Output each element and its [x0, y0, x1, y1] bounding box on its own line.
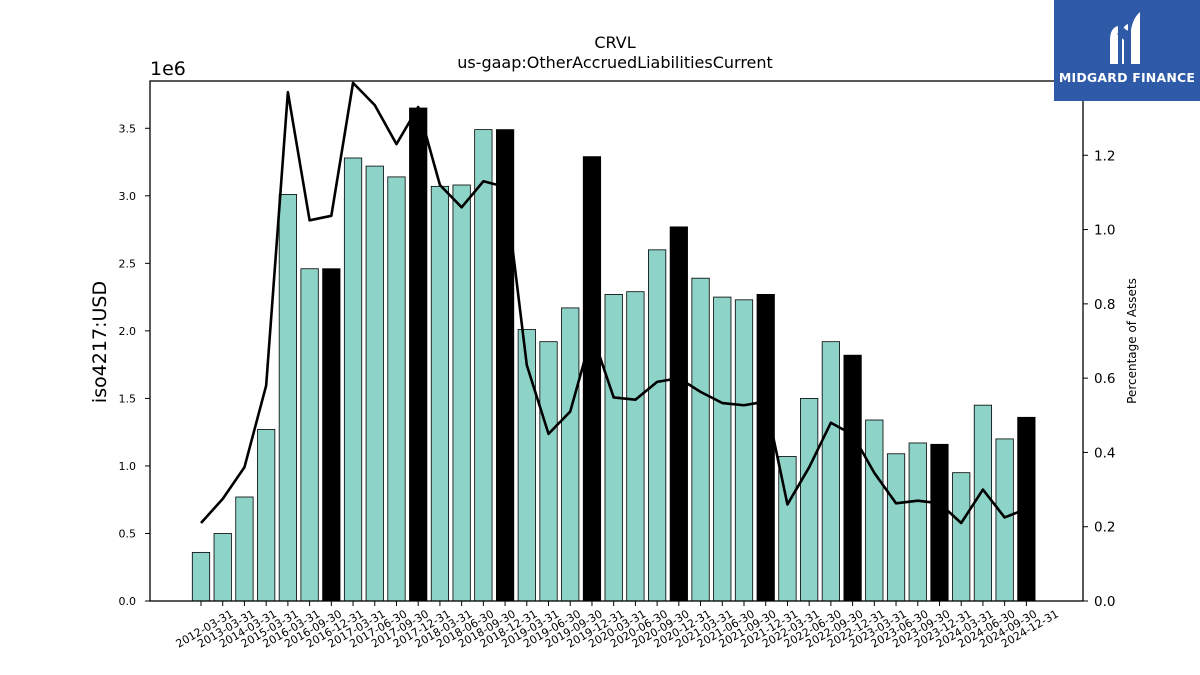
y-tick-label: 1.5 [119, 392, 137, 405]
y2-tick-label: 0.0 [1094, 594, 1115, 610]
bar-highlighted [756, 293, 775, 602]
y2-tick-label: 1.0 [1094, 223, 1115, 239]
y2-tick-label: 0.4 [1094, 445, 1115, 461]
y-tick-label: 2.5 [119, 257, 137, 270]
percent-of-assets-line [200, 81, 1027, 525]
y-tick-label: 3.5 [119, 122, 137, 135]
bar-highlighted [669, 226, 688, 602]
bar [213, 533, 232, 602]
bar [278, 194, 297, 602]
bar [191, 551, 211, 602]
bar [539, 341, 558, 602]
bar [691, 277, 710, 602]
bar [561, 307, 580, 602]
y2-axis-label: Percentage of Assets [1125, 278, 1139, 404]
midgard-finance-logo: MIDGARD FINANCE [1054, 0, 1200, 101]
bar [865, 419, 884, 602]
bar [474, 129, 493, 602]
y-axis-label: iso4217:USD [89, 281, 111, 403]
y2-tick-label: 0.8 [1094, 297, 1115, 313]
bar [908, 442, 927, 602]
bar [995, 438, 1014, 602]
y-tick-label: 0.0 [119, 595, 137, 608]
bar [365, 165, 384, 602]
bar [257, 429, 276, 602]
bar [517, 329, 536, 602]
bar [452, 184, 471, 602]
chart-title: CRVL [594, 33, 635, 52]
bar [300, 268, 319, 602]
bar [235, 496, 254, 602]
y-tick-label: 3.0 [119, 190, 137, 203]
bar [626, 291, 645, 602]
bar [648, 249, 667, 602]
y-offset-text: 1e6 [150, 58, 186, 80]
bar [952, 472, 971, 602]
y-tick-label: 1.0 [119, 460, 137, 473]
y2-tick-label: 0.2 [1094, 520, 1115, 536]
logo-text: MIDGARD FINANCE [1058, 70, 1196, 85]
midgard-logo-icon [1110, 12, 1140, 64]
y-tick-label: 2.0 [119, 325, 137, 338]
bar [387, 176, 406, 602]
bar-highlighted [930, 443, 949, 602]
bar [886, 453, 906, 602]
chart-subtitle: us-gaap:OtherAccruedLiabilitiesCurrent [457, 53, 773, 72]
bar-highlighted [582, 156, 602, 602]
bar [800, 397, 819, 602]
y2-tick-label: 0.6 [1094, 371, 1115, 387]
bar [713, 296, 732, 602]
bar [343, 157, 363, 602]
y2-tick-label: 1.2 [1094, 148, 1115, 164]
bar [821, 341, 840, 602]
bar [604, 293, 623, 602]
bar-highlighted [322, 268, 341, 602]
bar [734, 299, 754, 602]
bar [430, 185, 450, 602]
bar [973, 404, 993, 602]
y-tick-label: 0.5 [119, 527, 137, 540]
bar-highlighted [495, 129, 515, 602]
plot-frame [149, 80, 1084, 602]
bar-highlighted [843, 354, 862, 602]
bar-highlighted [409, 107, 428, 602]
